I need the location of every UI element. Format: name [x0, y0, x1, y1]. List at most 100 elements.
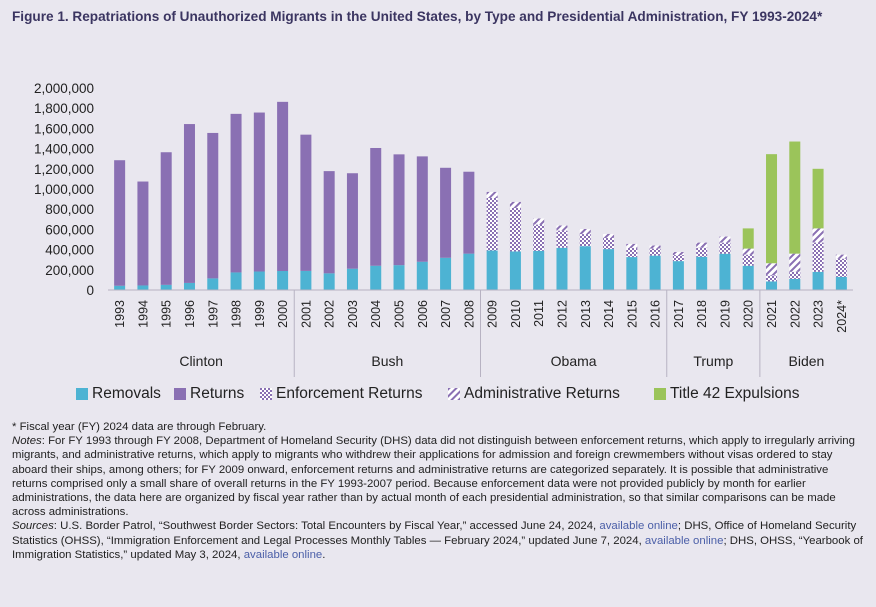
x-tick-label: 2020 — [742, 300, 756, 328]
bar-removals — [719, 253, 731, 290]
x-tick-label: 2018 — [695, 300, 709, 328]
bar-administrative-returns — [486, 191, 498, 198]
bar-removals — [626, 257, 638, 290]
bar-removals — [207, 278, 219, 290]
bar-removals — [742, 265, 754, 290]
bar-returns — [393, 154, 405, 266]
bar-removals — [160, 284, 172, 290]
source-link-1[interactable]: available online — [599, 520, 678, 533]
bar-removals — [603, 249, 615, 290]
bar-removals — [463, 253, 475, 290]
bar-administrative-returns — [603, 233, 615, 238]
admin-label: Trump — [693, 353, 733, 369]
x-tick-label: 2017 — [672, 300, 686, 328]
x-tick-label: 2022 — [788, 300, 802, 328]
bar-administrative-returns — [672, 252, 684, 256]
x-tick-label: 2024* — [835, 300, 849, 333]
bar-title42 — [742, 228, 754, 249]
bar-administrative-returns — [509, 201, 521, 208]
sources-text-1: : U.S. Border Patrol, “Southwest Border … — [53, 520, 600, 533]
y-tick-label: 1,800,000 — [34, 101, 94, 116]
x-tick-label: 2001 — [299, 300, 313, 328]
bar-administrative-returns — [742, 248, 754, 255]
bar-administrative-returns — [626, 243, 638, 248]
x-tick-label: 2013 — [579, 300, 593, 328]
legend-item-administrative-returns: Administrative Returns — [448, 385, 620, 403]
swatch-title42 — [654, 388, 666, 400]
bar-returns — [277, 101, 289, 272]
bar-removals — [835, 276, 847, 290]
x-tick-label: 2021 — [765, 300, 779, 328]
bar-returns — [300, 134, 312, 271]
source-link-2[interactable]: available online — [644, 534, 724, 547]
bar-removals — [277, 271, 289, 290]
admin-label: Bush — [371, 353, 403, 369]
y-tick-label: 600,000 — [45, 222, 94, 237]
bars — [114, 101, 847, 290]
x-tick-label: 2000 — [276, 300, 290, 328]
legend-label-removals: Removals — [92, 385, 161, 402]
bar-enforcement-returns — [533, 224, 545, 251]
y-axis: 0 200,000 400,000 600,000 800,000 1,000,000 1,… — [34, 81, 94, 298]
bar-removals — [183, 282, 195, 290]
bar-administrative-returns — [579, 229, 591, 235]
sources-text-3: ; DHS, OHSS, “Yearbook of Immigration St… — [12, 534, 863, 561]
bar-administrative-returns — [812, 228, 824, 243]
x-tick-label: 2003 — [346, 300, 360, 328]
notes-block: * Fiscal year (FY) 2024 data are through… — [12, 420, 864, 562]
legend-label-administrative-returns: Administrative Returns — [464, 385, 620, 402]
y-tick-label: 200,000 — [45, 263, 94, 278]
bar-title42 — [812, 168, 824, 229]
notes-label: Notes — [12, 435, 42, 448]
bar-removals — [346, 268, 358, 290]
figure-title: Figure 1. Repatriations of Unauthorized … — [12, 9, 823, 24]
bar-removals — [114, 285, 126, 290]
y-tick-label: 1,000,000 — [34, 182, 94, 197]
x-tick-label: 2006 — [416, 300, 430, 328]
x-tick-label: 2007 — [439, 300, 453, 328]
bar-returns — [463, 171, 475, 254]
sources-text-2: ; DHS, Office of Homeland Security Stati… — [12, 520, 857, 547]
bar-removals — [812, 271, 824, 290]
x-tick-label: 2005 — [393, 300, 407, 328]
y-tick-label: 2,000,000 — [34, 81, 94, 96]
y-tick-label: 1,600,000 — [34, 121, 94, 136]
x-tick-label: 2004 — [369, 300, 383, 328]
swatch-administrative-returns — [448, 388, 460, 400]
bar-removals — [556, 247, 568, 290]
bar-removals — [533, 250, 545, 290]
swatch-enforcement-returns — [260, 388, 272, 400]
x-tick-label: 2011 — [532, 300, 546, 327]
bar-returns — [114, 160, 126, 286]
x-tick-label: 2015 — [625, 300, 639, 328]
bar-enforcement-returns — [835, 258, 847, 277]
bar-removals — [416, 261, 428, 290]
bar-title42 — [766, 154, 778, 264]
x-tick-label: 2002 — [323, 300, 337, 328]
bar-removals — [370, 265, 382, 290]
legend-item-returns: Returns — [174, 385, 244, 403]
x-tick-label: 2019 — [718, 300, 732, 328]
x-axis: 1993 1994 1995 1996 1997 1998 1999 2000 2001 2002… — [108, 289, 853, 333]
y-tick-label: 0 — [86, 283, 94, 298]
bar-returns — [183, 124, 195, 283]
bar-enforcement-returns — [509, 207, 521, 252]
bar-removals — [440, 257, 452, 290]
bar-returns — [253, 112, 265, 272]
bar-administrative-returns — [649, 245, 661, 249]
y-tick-label: 800,000 — [45, 202, 94, 217]
sources-label: Sources — [12, 520, 54, 533]
bar-returns — [230, 113, 242, 273]
x-tick-label: 2014 — [602, 300, 616, 328]
x-tick-label: 2009 — [486, 300, 500, 328]
bar-removals — [323, 273, 335, 290]
legend-label-title42: Title 42 Expulsions — [670, 385, 800, 402]
bar-removals — [253, 271, 265, 290]
bar-title42 — [789, 141, 801, 254]
source-link-3[interactable]: available online — [243, 548, 323, 561]
bar-removals — [789, 278, 801, 290]
bar-removals — [509, 251, 521, 290]
bar-enforcement-returns — [742, 254, 754, 266]
bar-enforcement-returns — [812, 242, 824, 272]
sources-paragraph: Sources: U.S. Border Patrol, “Southwest … — [12, 519, 864, 562]
